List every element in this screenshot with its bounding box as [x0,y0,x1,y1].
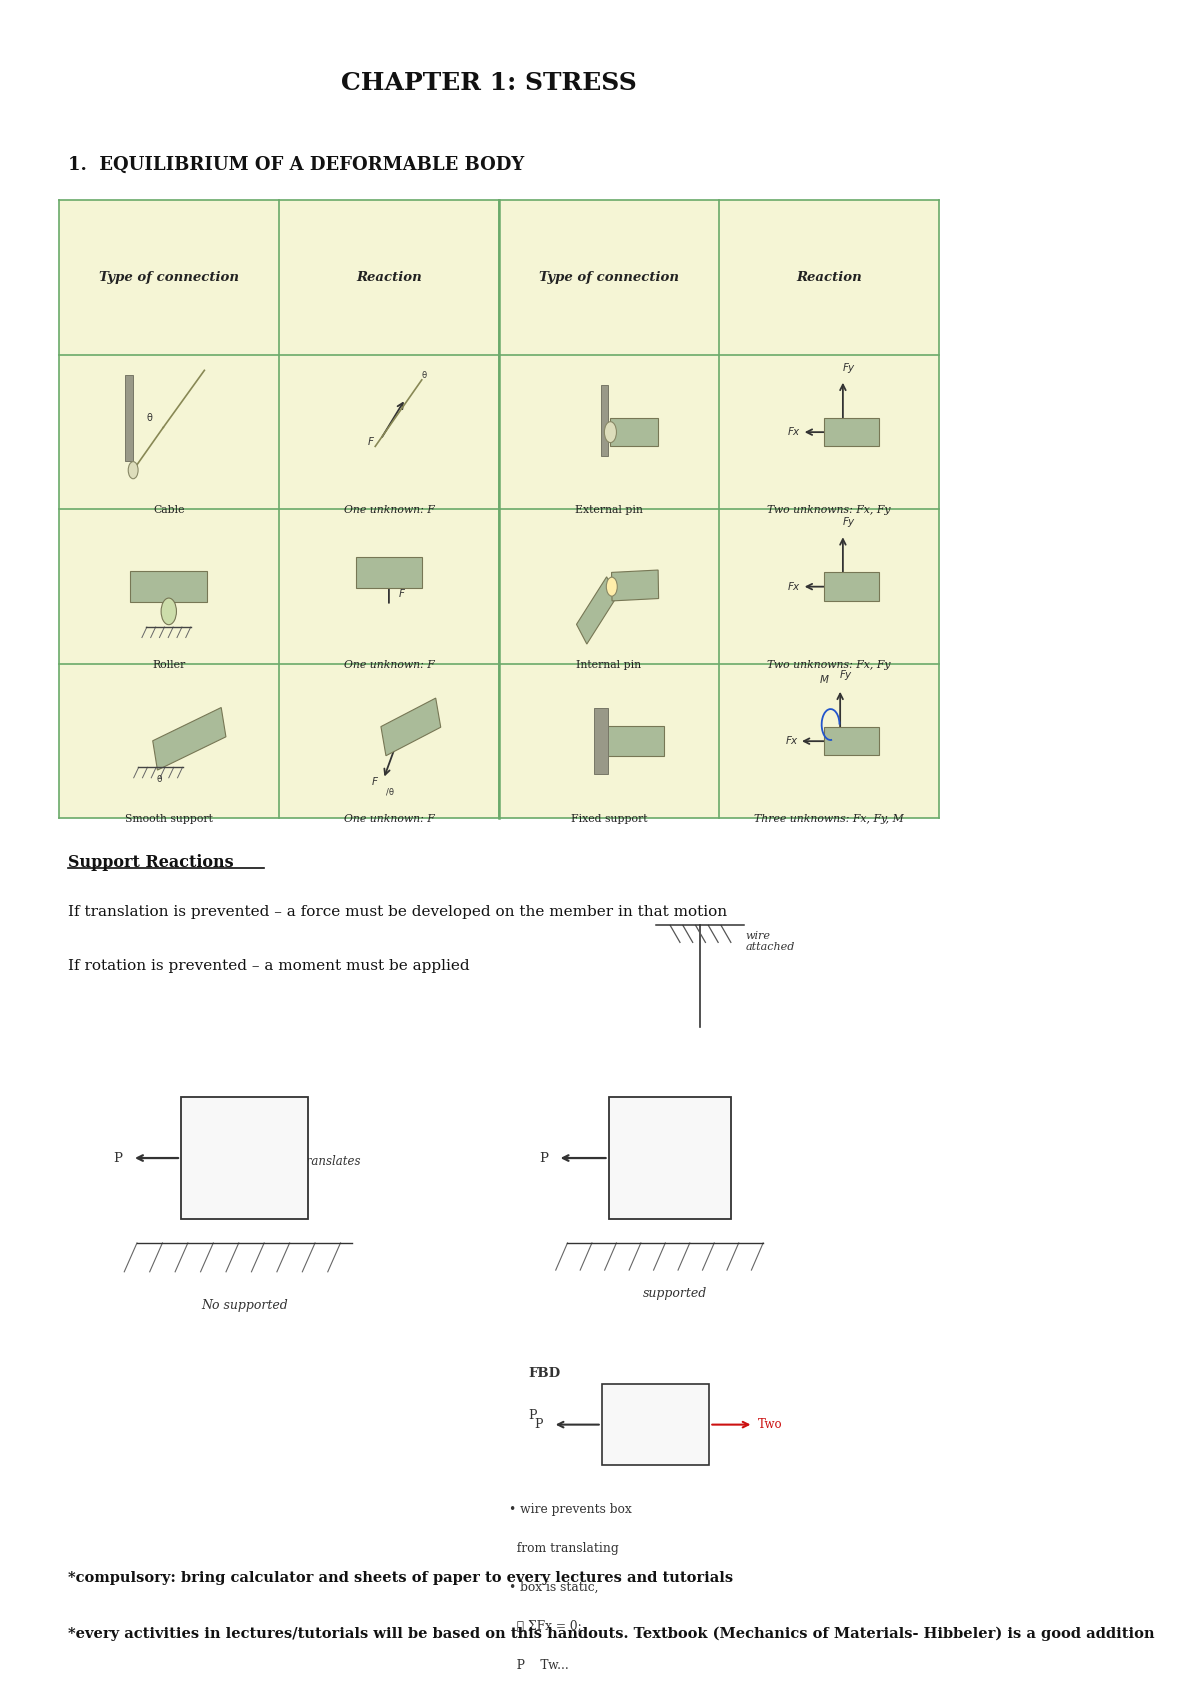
Polygon shape [823,572,878,601]
Circle shape [128,462,138,479]
Text: Reaction: Reaction [797,272,862,284]
Text: Two unknowns: Fx, Fy: Two unknowns: Fx, Fy [768,506,890,514]
Bar [608,1097,731,1219]
Text: Fx: Fx [788,582,800,591]
Text: F: F [372,778,378,786]
Text: One unknown: F: One unknown: F [343,661,434,669]
Text: Roller: Roller [152,661,185,669]
Text: Internal pin: Internal pin [576,661,642,669]
Text: ∴ ΣFx = 0;: ∴ ΣFx = 0; [509,1620,582,1633]
Text: Fy: Fy [840,671,852,681]
Text: If rotation is prevented – a moment must be applied: If rotation is prevented – a moment must… [68,959,470,973]
Polygon shape [823,418,878,447]
Circle shape [606,577,617,596]
Text: supported: supported [643,1287,707,1301]
Polygon shape [576,577,617,644]
Text: Two: Two [758,1418,782,1431]
Text: FBD: FBD [528,1367,560,1380]
Polygon shape [612,571,659,601]
Circle shape [161,598,176,625]
Text: *compulsory: bring calculator and sheets of paper to every lectures and tutorial: *compulsory: bring calculator and sheets… [68,1571,733,1584]
Circle shape [605,421,617,443]
Text: box translates: box translates [276,1155,360,1168]
Text: P    Tw...: P Tw... [509,1659,569,1673]
Text: P: P [113,1151,122,1165]
Text: Fy: Fy [842,518,854,528]
Polygon shape [356,557,421,588]
Text: Fx: Fx [785,737,798,745]
Text: F: F [368,436,374,447]
Polygon shape [823,727,878,756]
Polygon shape [380,698,440,756]
Polygon shape [152,708,226,771]
Text: 1.  EQUILIBRIUM OF A DEFORMABLE BODY: 1. EQUILIBRIUM OF A DEFORMABLE BODY [68,156,524,175]
Text: One unknown: F: One unknown: F [343,506,434,514]
Polygon shape [604,727,664,756]
Text: Cable: Cable [154,506,185,514]
Text: θ: θ [422,370,427,380]
Bar [125,375,133,460]
Text: No supported: No supported [202,1299,288,1313]
Text: Type of connection: Type of connection [539,272,679,284]
Text: *every activities in lectures/tutorials will be based on this handouts. Textbook: *every activities in lectures/tutorials … [68,1627,1154,1640]
Text: CHAPTER 1: STRESS: CHAPTER 1: STRESS [341,71,637,95]
Text: F: F [398,589,404,599]
Text: P: P [528,1409,536,1423]
Text: Fy: Fy [842,363,854,372]
Text: External pin: External pin [575,506,643,514]
Text: /θ: /θ [386,788,394,796]
Text: θ: θ [156,776,162,784]
Text: • wire prevents box: • wire prevents box [509,1503,631,1516]
Bar [59,200,940,818]
Text: Smooth support: Smooth support [125,815,212,824]
Text: Reaction: Reaction [356,272,421,284]
Text: P: P [534,1418,544,1431]
Text: Type of connection: Type of connection [98,272,239,284]
Polygon shape [611,418,659,447]
Text: Three unknowns: Fx, Fy, M: Three unknowns: Fx, Fy, M [755,815,904,824]
Text: wire
attached: wire attached [745,931,794,953]
Bar [181,1097,308,1219]
Text: Two unknowns: Fx, Fy: Two unknowns: Fx, Fy [768,661,890,669]
Bar [601,385,607,457]
Text: Support Reactions: Support Reactions [68,854,234,871]
Bar [601,1384,709,1465]
Text: Fixed support: Fixed support [571,815,647,824]
Text: M: M [820,676,829,684]
Text: from translating: from translating [509,1542,618,1555]
Text: If translation is prevented – a force must be developed on the member in that mo: If translation is prevented – a force mu… [68,905,727,919]
Text: θ: θ [146,413,152,423]
Text: One unknown: F: One unknown: F [343,815,434,824]
Text: P: P [539,1151,548,1165]
Bar [594,708,607,774]
Text: Fx: Fx [788,428,800,436]
Text: • box is static,: • box is static, [509,1581,599,1594]
Polygon shape [131,572,208,601]
